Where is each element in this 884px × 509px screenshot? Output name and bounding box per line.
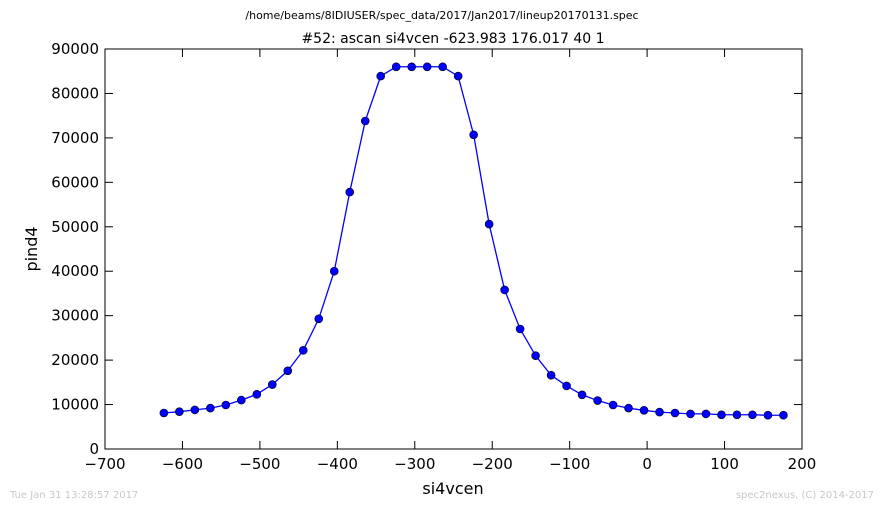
x-tick-label: 100 <box>710 455 739 473</box>
data-point <box>546 370 556 380</box>
data-point <box>453 71 463 81</box>
y-tick-label: 90000 <box>51 40 99 58</box>
x-tick-label: −300 <box>394 455 435 473</box>
y-tick-label: 10000 <box>51 396 99 414</box>
data-point <box>515 324 525 334</box>
data-point <box>500 285 509 295</box>
data-point <box>593 396 602 405</box>
data-point <box>221 400 231 410</box>
data-point <box>360 116 370 126</box>
x-tick-label: −400 <box>317 455 358 473</box>
data-point <box>267 380 277 389</box>
copyright-footer: spec2nexus, (C) 2014-2017 <box>736 490 874 501</box>
data-point <box>391 62 401 72</box>
data-point <box>314 314 324 324</box>
axis-ticks: −700 −600 −500 −400 −300 −200 −100 0 100 200 0 1000… <box>51 40 816 473</box>
data-point <box>407 62 416 72</box>
y-axis-label: pind4 <box>22 226 41 271</box>
data-point <box>206 403 215 413</box>
data-point <box>655 407 664 417</box>
data-point <box>670 408 680 418</box>
data-point <box>175 407 184 416</box>
x-tick-label: −100 <box>549 455 590 473</box>
data-point <box>639 406 649 415</box>
timestamp-footer: Tue Jan 31 13:28:57 2017 <box>9 490 138 501</box>
plot-frame <box>104 48 803 450</box>
y-tick-label: 30000 <box>51 307 99 325</box>
data-point <box>422 62 432 72</box>
data-point <box>438 62 447 72</box>
data-point <box>562 381 571 391</box>
data-point <box>484 219 494 229</box>
data-point <box>159 408 169 418</box>
y-tick-label: 60000 <box>51 173 99 191</box>
x-tick-label: −600 <box>162 455 203 473</box>
data-point <box>763 410 773 420</box>
data-point <box>376 71 386 81</box>
x-tick-label: −500 <box>239 455 280 473</box>
y-tick-label: 80000 <box>51 84 99 102</box>
plot-area: −700 −600 −500 −400 −300 −200 −100 0 100 200 0 1000… <box>51 40 816 473</box>
data-point <box>686 409 695 419</box>
data-point <box>345 187 355 197</box>
data-point <box>190 405 200 415</box>
data-point <box>779 410 788 420</box>
data-point <box>701 409 711 419</box>
data-point <box>732 410 742 420</box>
data-series <box>159 62 788 420</box>
chart-title: #52: ascan si4vcen -623.983 176.017 40 1 <box>301 31 604 47</box>
data-point <box>748 410 757 420</box>
y-tick-label: 70000 <box>51 129 99 147</box>
data-point <box>531 351 540 360</box>
data-point <box>608 400 618 410</box>
x-tick-label: −200 <box>472 455 513 473</box>
data-point <box>283 366 293 376</box>
data-point <box>624 403 633 413</box>
data-point <box>717 410 726 420</box>
y-tick-label: 0 <box>89 440 99 458</box>
x-tick-label: 0 <box>642 455 652 473</box>
figure-suptitle: /home/beams/8IDIUSER/spec_data/2017/Jan2… <box>245 9 638 22</box>
data-point <box>252 390 262 399</box>
y-tick-label: 50000 <box>51 218 99 236</box>
data-point <box>237 395 246 405</box>
y-tick-label: 20000 <box>51 351 99 369</box>
data-point <box>577 390 587 400</box>
x-axis-label: si4vcen <box>422 479 483 498</box>
x-tick-label: 200 <box>788 455 817 473</box>
data-point <box>469 130 478 140</box>
y-tick-label: 40000 <box>51 262 99 280</box>
data-point <box>298 346 308 355</box>
x-tick-label: −700 <box>84 455 125 473</box>
data-point <box>329 266 339 276</box>
